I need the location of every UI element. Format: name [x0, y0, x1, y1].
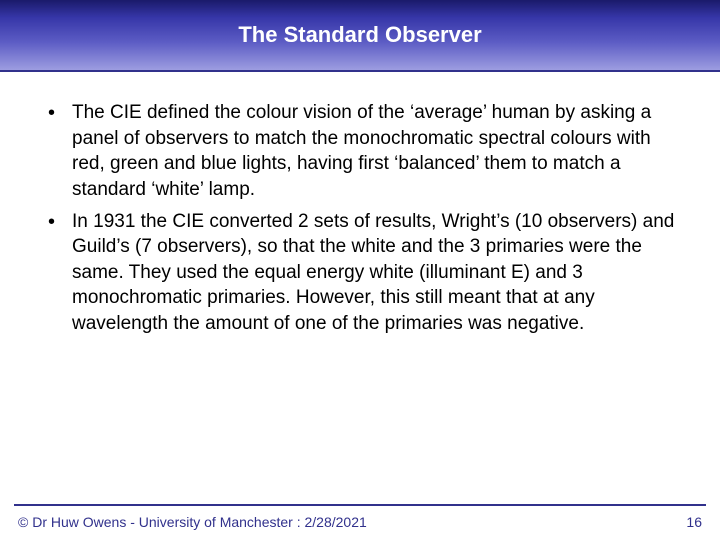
title-bar: The Standard Observer [0, 0, 720, 72]
footer-area: © Dr Huw Owens - University of Mancheste… [0, 504, 720, 540]
footer-copyright: © Dr Huw Owens - University of Mancheste… [18, 514, 367, 530]
slide-title: The Standard Observer [238, 22, 481, 48]
footer-divider [14, 504, 706, 506]
bullet-list: The CIE defined the colour vision of the… [44, 100, 676, 337]
bullet-item: The CIE defined the colour vision of the… [44, 100, 676, 203]
footer: © Dr Huw Owens - University of Mancheste… [14, 514, 706, 530]
page-number: 16 [686, 514, 702, 530]
slide-body: The CIE defined the colour vision of the… [0, 72, 720, 504]
bullet-item: In 1931 the CIE converted 2 sets of resu… [44, 209, 676, 337]
